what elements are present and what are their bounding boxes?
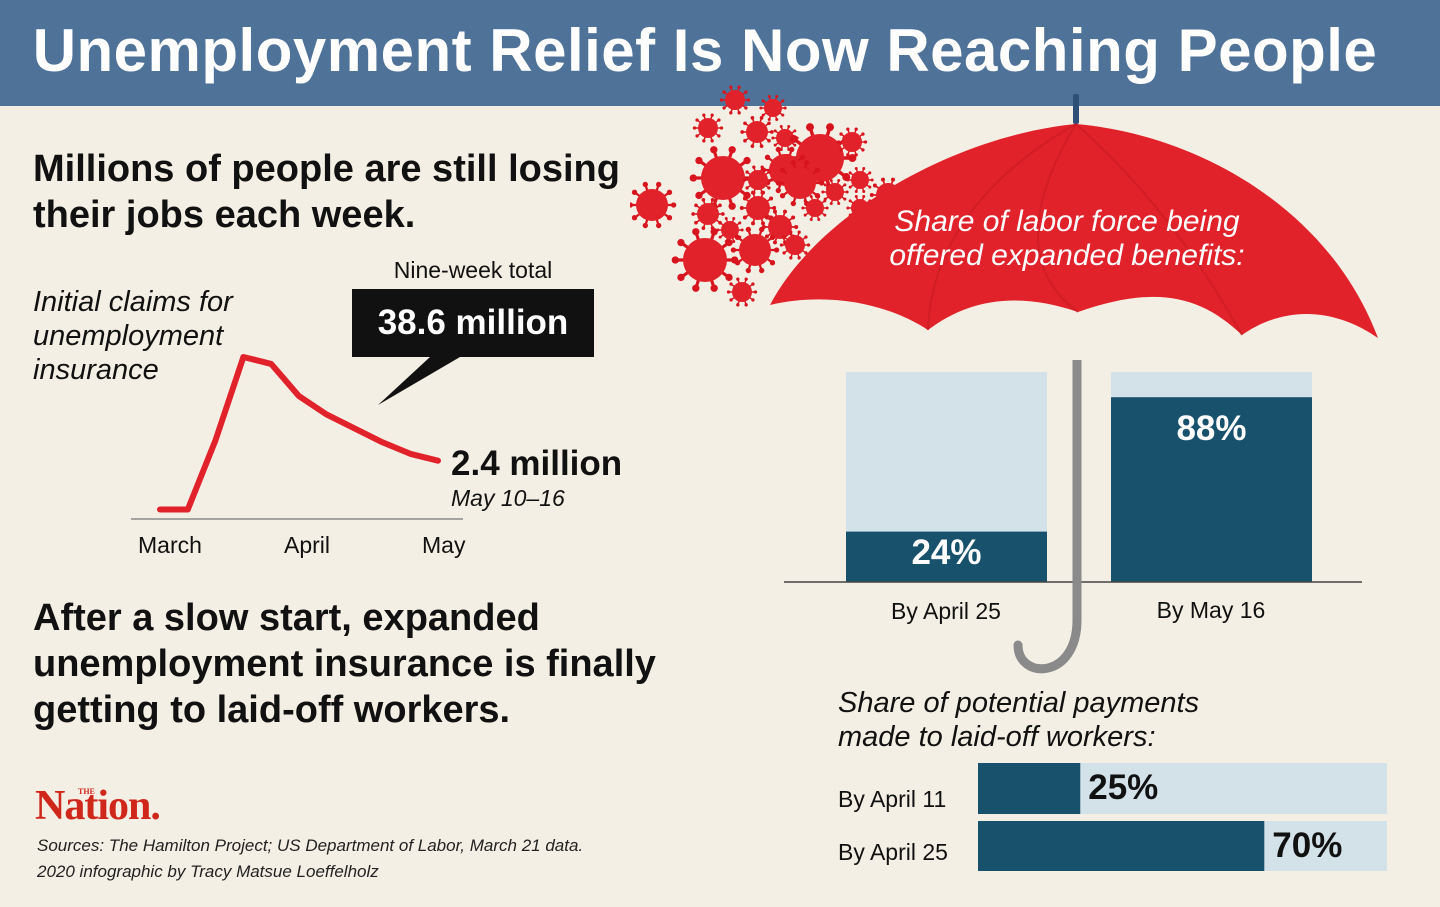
umbrella-canopy [770, 124, 1378, 338]
hbar-april-11 [978, 763, 1081, 814]
umbrella-handle [1013, 360, 1082, 674]
virus-icon [801, 194, 829, 222]
bar-category-may-16: By May 16 [1156, 597, 1266, 623]
credit-note: 2020 infographic by Tracy Matsue Loeffel… [37, 862, 379, 881]
end-date-label: May 10–16 [451, 485, 565, 511]
callout-pointer [378, 357, 460, 405]
callout-value: 38.6 million [352, 289, 594, 357]
virus-icon [719, 85, 751, 115]
virus-icon [630, 181, 677, 229]
x-tick-march: March [138, 532, 202, 558]
bar-may-16 [1111, 397, 1312, 582]
end-value-label: 2.4 million [451, 444, 623, 483]
virus-icon [771, 124, 799, 152]
virus-icon [775, 159, 825, 207]
line-chart-label: Initial claims for unemployment insuranc… [33, 286, 233, 386]
callout-label: Nine-week total [393, 257, 553, 283]
umbrella-illustration [630, 85, 1378, 338]
subhead-jobs-lost: Millions of people are still losing thei… [33, 148, 620, 236]
benefits-bar-chart [784, 360, 1362, 674]
virus-icon [692, 113, 724, 143]
virus-icon [740, 116, 774, 148]
bar-category-april-25: By April 25 [891, 598, 1001, 624]
the-nation-logo: Nation. [35, 783, 161, 829]
hbar-value-april-11: 25% [1088, 768, 1159, 807]
subhead-insurance: After a slow start, expanded unemploymen… [33, 597, 656, 731]
virus-icon [726, 277, 758, 307]
hbar-april-25 [978, 821, 1265, 871]
virus-icon [716, 216, 744, 244]
page-title: Unemployment Relief Is Now Reaching Peop… [32, 17, 1378, 84]
virus-icon [761, 209, 799, 245]
virus-icon [671, 228, 739, 292]
payments-chart-title: Share of potential payments made to laid… [838, 687, 1200, 753]
virus-icon [759, 94, 787, 122]
bar-value-may-16: 88% [1176, 409, 1247, 449]
virus-icon [739, 190, 777, 226]
umbrella-chart-title: Share of labor force being offered expan… [889, 205, 1245, 272]
sources-note: Sources: The Hamilton Project; US Depart… [37, 836, 584, 855]
x-tick-april: April [284, 532, 331, 558]
payments-bar-chart [978, 763, 1387, 871]
line-chart [131, 354, 463, 520]
virus-icon [689, 146, 757, 210]
logo-the: THE [78, 787, 95, 796]
hbar-label-april-11: By April 11 [838, 786, 947, 812]
virus-icon [821, 178, 849, 206]
bar-april-25 [846, 531, 1047, 582]
bar-value-april-25: 24% [911, 532, 982, 572]
title-banner [0, 0, 1440, 106]
virus-icon [691, 198, 725, 230]
virus-cluster [630, 85, 907, 307]
virus-icon [779, 230, 811, 260]
virus-icon [846, 166, 874, 194]
hbar-value-april-25: 70% [1272, 826, 1343, 865]
virus-icon [730, 226, 780, 274]
x-tick-may: May [422, 532, 466, 558]
claims-series-line [157, 354, 441, 513]
virus-icon [836, 127, 868, 157]
hbar-label-april-25: By April 25 [838, 839, 948, 865]
